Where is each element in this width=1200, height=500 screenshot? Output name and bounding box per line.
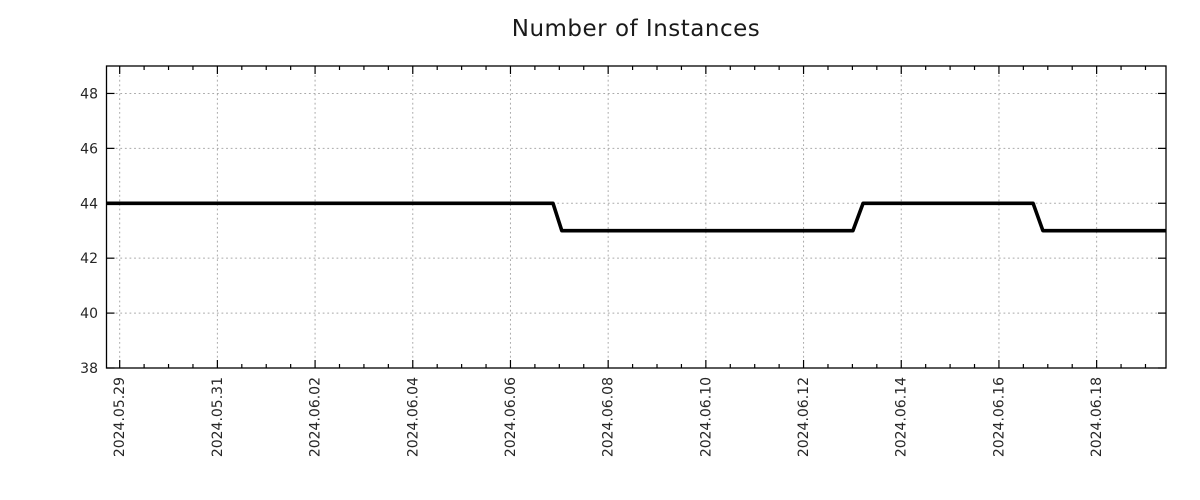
x-tick-label: 2024.06.18 (1089, 377, 1105, 457)
y-tick-label: 44 (80, 196, 98, 212)
x-tick-label: 2024.06.04 (405, 377, 421, 457)
x-tick-label: 2024.06.12 (796, 377, 812, 457)
y-tick-label: 40 (80, 306, 98, 322)
y-tick-label: 38 (80, 361, 98, 377)
y-tick-label: 48 (80, 86, 98, 102)
y-tick-label: 42 (80, 251, 98, 267)
chart-title: Number of Instances (511, 16, 761, 42)
y-tick-labels: 38 40 42 44 46 48 (80, 86, 98, 377)
grid-lines (106, 66, 1166, 369)
plot-frame (105, 65, 1167, 369)
y-tick-label: 46 (80, 141, 98, 157)
x-tick-labels: 2024.05.29 2024.05.31 2024.06.02 2024.06.04… (112, 377, 1105, 457)
data-line (106, 201, 1166, 233)
x-tick-label: 2024.06.02 (308, 377, 324, 457)
x-tick-label: 2024.05.29 (112, 377, 128, 457)
x-tick-label: 2024.06.08 (601, 377, 617, 457)
x-tick-label: 2024.05.31 (210, 377, 226, 457)
x-tick-label: 2024.06.10 (698, 377, 714, 457)
axis-ticks (106, 66, 1166, 369)
x-tick-label: 2024.06.16 (991, 377, 1007, 457)
plot-border (105, 65, 1167, 369)
x-tick-label: 2024.06.14 (894, 377, 910, 457)
data-series (106, 201, 1166, 233)
x-tick-label: 2024.06.06 (503, 377, 519, 457)
